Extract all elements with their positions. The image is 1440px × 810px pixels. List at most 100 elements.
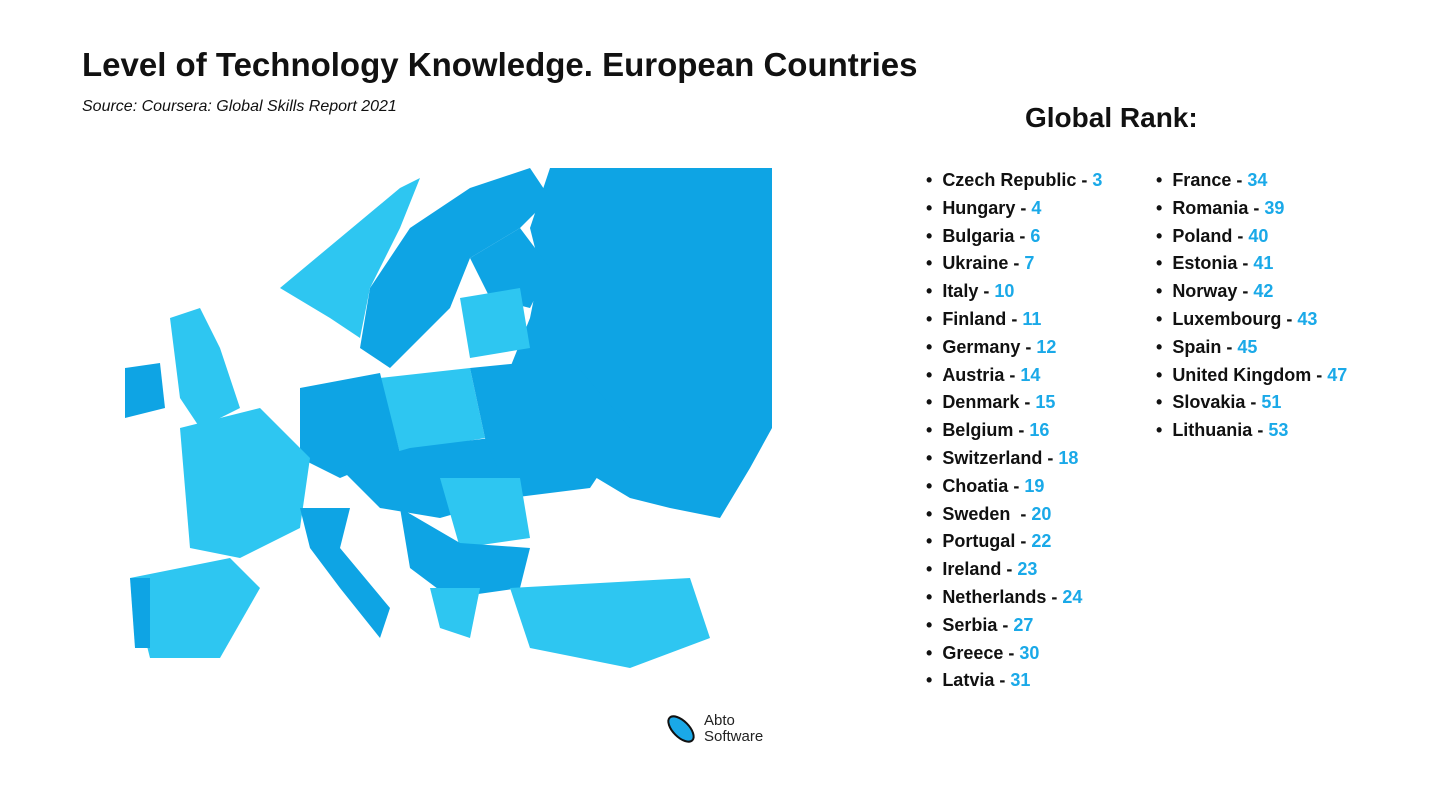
separator: - — [1019, 392, 1036, 413]
rank-number: 16 — [1029, 420, 1050, 441]
abto-software-logo: Abto Software — [664, 712, 763, 746]
country-name: Finland — [942, 308, 1007, 329]
rank-number: 45 — [1237, 336, 1258, 357]
rank-number: 14 — [1020, 364, 1041, 385]
separator: - — [1076, 170, 1093, 190]
country-name: Estonia — [1172, 253, 1238, 274]
rank-number: 22 — [1031, 531, 1052, 552]
separator: - — [1248, 197, 1265, 218]
separator: - — [1232, 225, 1249, 246]
country-name: Choatia — [942, 475, 1009, 496]
rank-item: Italy - 10 — [926, 279, 1102, 307]
rank-number: 6 — [1030, 225, 1041, 246]
separator: - — [1237, 253, 1254, 274]
separator: - — [1006, 308, 1023, 329]
rank-number: 31 — [1010, 670, 1031, 691]
rank-number: 7 — [1024, 253, 1035, 274]
scandinavia-region — [360, 168, 550, 368]
separator: - — [1046, 586, 1063, 607]
rank-item: Lithuania - 53 — [1156, 418, 1347, 446]
country-name: Lithuania — [1172, 420, 1253, 441]
separator: - — [1008, 475, 1025, 496]
rank-item: Serbia - 27 — [926, 613, 1102, 641]
logo-line2: Software — [704, 728, 764, 745]
ireland-region — [125, 363, 165, 418]
separator: - — [1015, 503, 1032, 524]
separator: - — [1281, 308, 1298, 329]
country-name: United Kingdom — [1172, 364, 1312, 385]
rank-item: Austria - 14 — [926, 363, 1102, 391]
rank-item: Sweden - 20 — [926, 502, 1102, 530]
country-name: Greece — [942, 642, 1004, 663]
rank-item: Finland - 11 — [926, 307, 1102, 335]
country-name: Netherlands — [942, 586, 1047, 607]
rank-number: 19 — [1024, 475, 1045, 496]
country-name: Spain — [1172, 336, 1222, 357]
country-name: France — [1172, 170, 1232, 190]
rank-item: Netherlands - 24 — [926, 585, 1102, 613]
rank-number: 18 — [1058, 447, 1079, 468]
rank-number: 11 — [1022, 308, 1042, 329]
rank-number: 51 — [1261, 392, 1282, 413]
rank-number: 4 — [1031, 197, 1042, 218]
page-title: Level of Technology Knowledge. European … — [82, 46, 918, 83]
rank-item: Germany - 12 — [926, 335, 1102, 363]
country-name: Romania — [1172, 197, 1249, 218]
logo-icon — [667, 715, 695, 743]
rank-number: 20 — [1031, 503, 1052, 524]
italy-region — [300, 508, 390, 638]
separator: - — [1221, 336, 1238, 357]
rank-list-left: Czech Republic - 3Hungary - 4Bulgaria - … — [926, 168, 1102, 696]
separator: - — [1245, 392, 1262, 413]
source-note: Source: Coursera: Global Skills Report 2… — [82, 98, 397, 115]
rank-item: Belgium - 16 — [926, 418, 1102, 446]
country-name: Sweden — [942, 503, 1016, 524]
norway-region — [280, 178, 420, 338]
rank-item: Romania - 39 — [1156, 196, 1347, 224]
rank-item: Luxembourg - 43 — [1156, 307, 1347, 335]
country-name: Ireland — [942, 559, 1002, 580]
rank-number: 30 — [1019, 642, 1040, 663]
turkey-region — [510, 578, 710, 668]
separator: - — [978, 281, 995, 302]
country-name: Bulgaria — [942, 225, 1015, 246]
separator: - — [1004, 364, 1021, 385]
rank-item: Switzerland - 18 — [926, 446, 1102, 474]
separator: - — [1001, 559, 1018, 580]
greece-region — [430, 588, 480, 638]
separator: - — [1015, 197, 1032, 218]
country-name: Ukraine — [942, 253, 1009, 274]
europe-map — [110, 168, 772, 693]
rank-number: 53 — [1268, 420, 1289, 441]
rank-item: Norway - 42 — [1156, 279, 1347, 307]
country-name: Slovakia — [1172, 392, 1246, 413]
country-name: Belgium — [942, 420, 1014, 441]
global-rank-heading: Global Rank: — [1025, 102, 1198, 133]
country-name: Poland — [1172, 225, 1233, 246]
country-name: Luxembourg — [1172, 308, 1282, 329]
rank-number: 10 — [994, 281, 1015, 302]
separator: - — [1252, 420, 1269, 441]
country-name: Czech Republic — [942, 170, 1077, 190]
country-name: Germany — [942, 336, 1021, 357]
country-name: Latvia — [942, 670, 995, 691]
separator: - — [994, 670, 1011, 691]
rank-item: United Kingdom - 47 — [1156, 363, 1347, 391]
rank-item: Poland - 40 — [1156, 224, 1347, 252]
balkans-region — [400, 508, 530, 598]
rank-number: 3 — [1092, 170, 1103, 190]
uk-region — [170, 308, 240, 428]
separator: - — [997, 614, 1014, 635]
separator: - — [1003, 642, 1020, 663]
country-name: Serbia — [942, 614, 998, 635]
germany-region — [300, 373, 400, 478]
poland-region — [380, 368, 485, 453]
country-name: Denmark — [942, 392, 1020, 413]
france-region — [180, 408, 310, 558]
rank-item: France - 34 — [1156, 168, 1347, 196]
rank-number: 24 — [1062, 586, 1083, 607]
rank-number: 15 — [1035, 392, 1056, 413]
rank-item: Hungary - 4 — [926, 196, 1102, 224]
country-name: Switzerland — [942, 447, 1043, 468]
rank-item: Estonia - 41 — [1156, 251, 1347, 279]
